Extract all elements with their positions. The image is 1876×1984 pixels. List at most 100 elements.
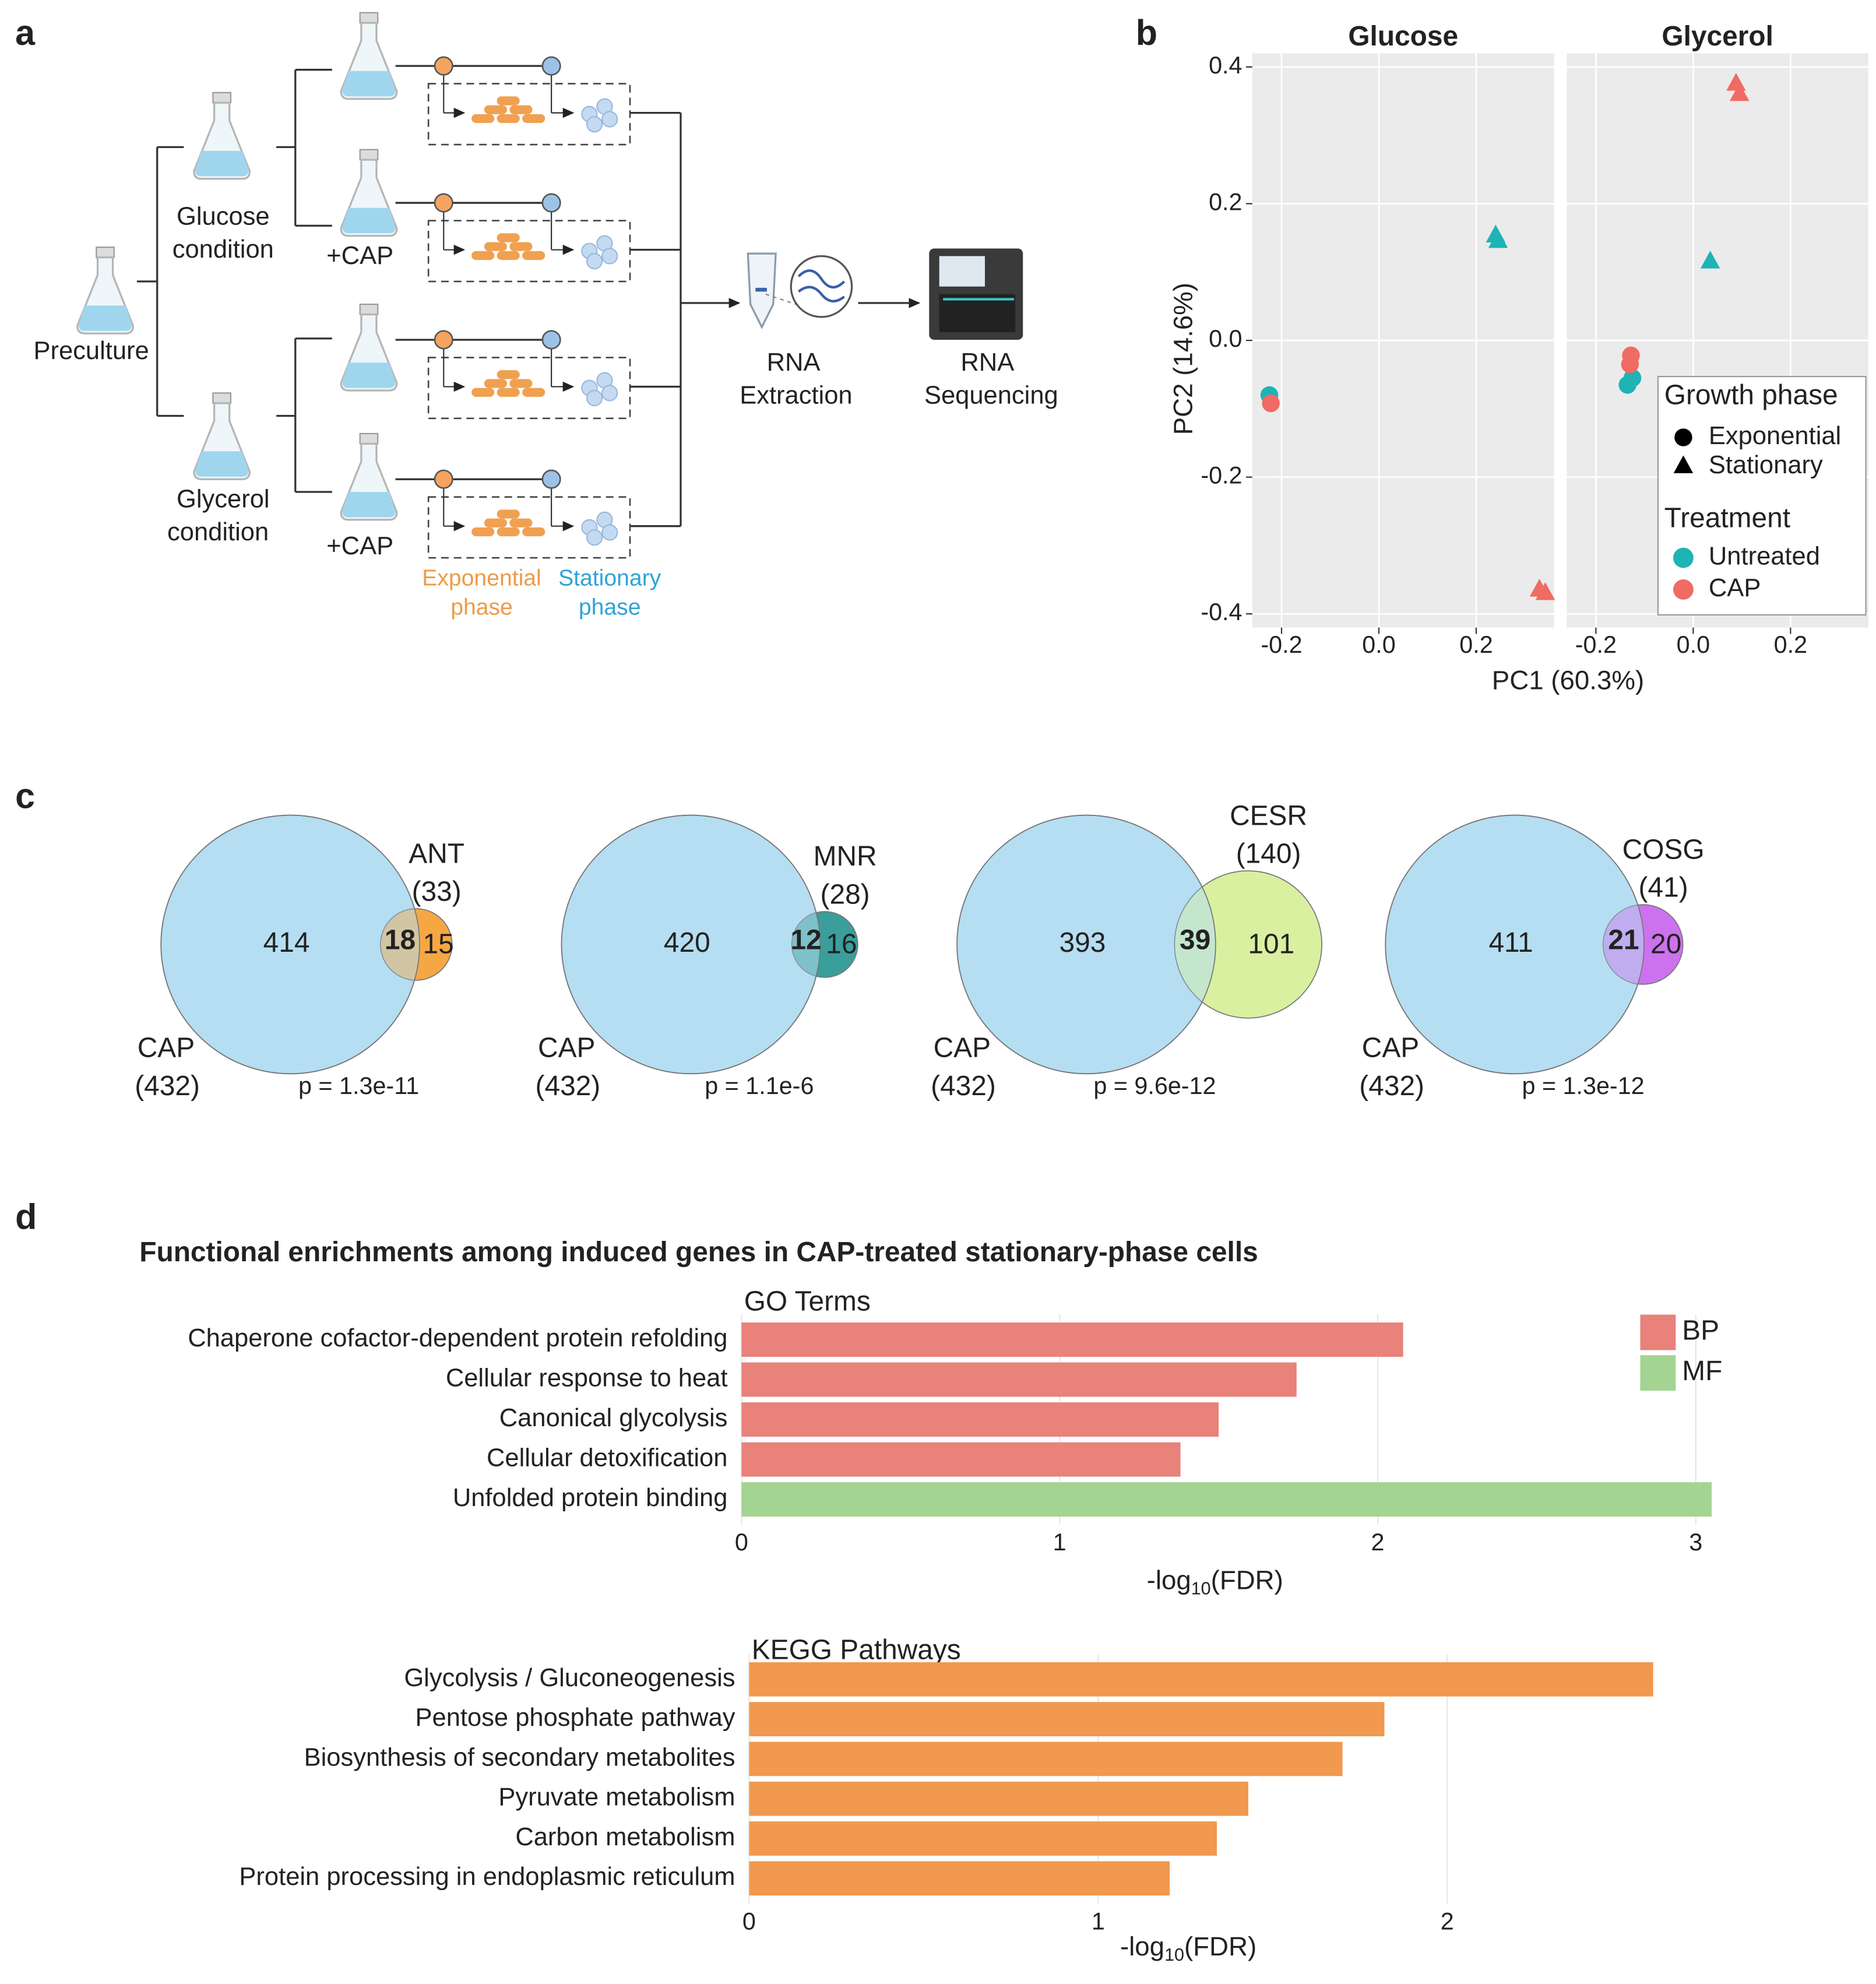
stationary-node xyxy=(541,469,561,489)
legend-symbol xyxy=(1673,579,1694,600)
set-name: MNR xyxy=(814,841,877,872)
point xyxy=(1488,230,1508,248)
cell-icon xyxy=(601,524,618,541)
exponential-node xyxy=(434,193,453,213)
venn-count: 420 xyxy=(664,927,710,958)
sequencer-screen xyxy=(939,256,985,287)
y-tick-label: Pyruvate metabolism xyxy=(498,1784,735,1811)
legend-label: Untreated xyxy=(1709,543,1820,571)
y-tick-label: Carbon metabolism xyxy=(515,1823,735,1851)
venn-overlap xyxy=(381,909,420,980)
set-size: (140) xyxy=(1236,839,1301,870)
cell-icon xyxy=(522,114,545,124)
bar xyxy=(741,1442,1181,1477)
diagram-label: Exponential xyxy=(422,565,541,590)
diagram-label: RNA xyxy=(767,349,821,377)
flask-cap xyxy=(359,149,379,161)
x-tick-label: 1 xyxy=(1092,1908,1105,1934)
cell-icon xyxy=(497,527,520,537)
legend-label: Stationary xyxy=(1709,451,1823,479)
x-tick-label: 0.2 xyxy=(1459,631,1493,658)
x-axis-title-part: (FDR) xyxy=(1184,1932,1256,1961)
bar xyxy=(749,1662,1653,1697)
cell-icon xyxy=(484,518,507,527)
y-tick-label: Chaperone cofactor-dependent protein ref… xyxy=(188,1324,727,1352)
set-size: (41) xyxy=(1639,873,1688,903)
flask-liquid xyxy=(195,150,249,177)
cell-icon xyxy=(601,385,618,402)
y-tick-label: 0.2 xyxy=(1209,188,1242,215)
cell-icon xyxy=(601,248,618,265)
venn-outline xyxy=(561,814,821,1075)
cell-icon xyxy=(497,509,520,519)
y-tick-label: Protein processing in endoplasmic reticu… xyxy=(239,1863,735,1891)
x-tick-label: 0.0 xyxy=(1362,631,1395,658)
y-tick-label: Cellular response to heat xyxy=(446,1364,728,1392)
flask-cap xyxy=(359,303,379,315)
venn-count: 16 xyxy=(826,928,857,959)
x-tick-label: -0.2 xyxy=(1575,631,1617,658)
p-value: p = 1.3e-11 xyxy=(298,1072,419,1099)
cell-icon xyxy=(471,388,495,397)
flask-liquid xyxy=(78,305,132,331)
chart-subtitle: GO Terms xyxy=(744,1286,871,1317)
legend-title: Treatment xyxy=(1664,502,1790,533)
cell-icon xyxy=(484,242,507,251)
flask-cap xyxy=(212,392,231,404)
bar xyxy=(741,1482,1712,1517)
facet-title: Glucose xyxy=(1348,21,1458,52)
point xyxy=(1622,346,1640,365)
x-tick-label: 3 xyxy=(1689,1529,1702,1556)
cell-icon xyxy=(601,111,618,128)
cell-icon xyxy=(497,388,520,397)
venn-outline xyxy=(160,814,420,1075)
bar xyxy=(741,1402,1219,1437)
cell-icon xyxy=(522,527,545,537)
exponential-node xyxy=(434,330,453,350)
cell-icon xyxy=(586,252,603,270)
stationary-node xyxy=(541,330,561,350)
set-name: CESR xyxy=(1230,800,1307,831)
x-axis-title: -log10(FDR) xyxy=(1147,1566,1283,1599)
cell-icon xyxy=(522,388,545,397)
cell-icon xyxy=(509,242,533,251)
set-name: CAP xyxy=(138,1033,195,1064)
diagram-label: phase xyxy=(450,595,513,620)
diagram-label: Stationary xyxy=(558,565,661,590)
x-axis-title-part: (FDR) xyxy=(1211,1566,1283,1595)
diagram-label: Preculture xyxy=(33,337,149,365)
panel-label: d xyxy=(15,1197,37,1237)
x-axis-title-part: -log xyxy=(1120,1932,1164,1961)
x-tick-label: -0.2 xyxy=(1261,631,1302,658)
p-value: p = 1.3e-12 xyxy=(1522,1072,1644,1099)
cell-icon xyxy=(471,527,495,537)
diagram-label: Glucose xyxy=(177,203,270,231)
exponential-node xyxy=(434,469,453,489)
legend-symbol xyxy=(1674,428,1692,446)
diagram-label: +CAP xyxy=(326,532,393,560)
stationary-node xyxy=(541,56,561,76)
y-tick-label: Biosynthesis of secondary metabolites xyxy=(304,1743,735,1771)
cell-icon xyxy=(484,105,507,114)
x-tick-label: 0 xyxy=(735,1529,748,1556)
set-size: (28) xyxy=(821,879,870,910)
exponential-node xyxy=(434,56,453,76)
y-axis-title: PC2 (14.6%) xyxy=(1168,283,1198,435)
flask-cap xyxy=(359,12,379,24)
rna-icon xyxy=(797,269,846,302)
flask-liquid xyxy=(342,363,396,388)
y-tick-label: Unfolded protein binding xyxy=(453,1484,728,1512)
legend-label: BP xyxy=(1682,1315,1719,1346)
cell-icon xyxy=(471,114,495,124)
x-axis-title-part: 10 xyxy=(1164,1945,1184,1965)
y-tick-label: -0.2 xyxy=(1201,462,1242,489)
x-axis-title-part: 10 xyxy=(1191,1579,1211,1599)
venn-count: 12 xyxy=(790,925,821,956)
cell-icon xyxy=(497,233,520,242)
panel-label: c xyxy=(15,776,35,815)
cell-icon xyxy=(497,96,520,105)
y-tick-label: Glycolysis / Gluconeogenesis xyxy=(404,1664,735,1692)
y-tick-label: Pentose phosphate pathway xyxy=(416,1704,735,1732)
venn-count: 15 xyxy=(423,928,454,959)
panel-label: b xyxy=(1136,13,1157,52)
